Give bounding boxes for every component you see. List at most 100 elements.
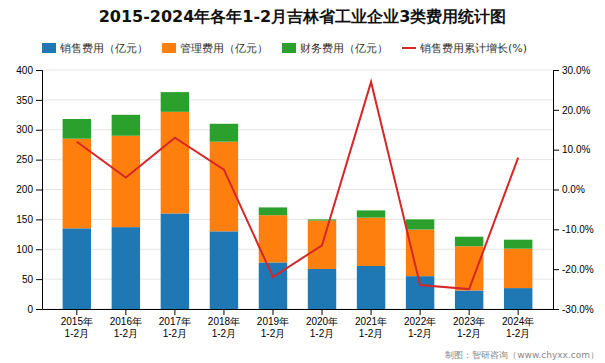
x-tick-mark <box>420 309 421 315</box>
x-tick-mark <box>469 309 470 315</box>
x-tick-mark <box>223 309 224 315</box>
x-tick-mark <box>371 309 372 315</box>
legend-item: 销售费用累计增长(%) <box>402 42 527 55</box>
x-tick: 2019年1-2月 <box>257 309 289 339</box>
bar <box>161 92 189 112</box>
legend-swatch <box>42 43 56 53</box>
y-axis: 050100150200250300350400 <box>16 65 42 315</box>
x-tick-label-line: 1-2月 <box>408 328 432 339</box>
y-tick-mark <box>36 219 42 220</box>
x-tick-label: 2024年1-2月 <box>502 316 534 339</box>
x-tick-mark <box>322 309 323 315</box>
y2-tick-label: 30.0% <box>562 65 590 76</box>
x-axis-line <box>43 309 554 310</box>
y2-tick-mark <box>553 269 559 270</box>
y-tick-label: 150 <box>16 214 33 225</box>
y-tick: 300 <box>16 124 42 135</box>
bar <box>357 266 385 309</box>
legend-label: 销售费用累计增长(%) <box>419 42 527 55</box>
x-tick-label-line: 1-2月 <box>506 328 530 339</box>
y-tick-label: 0 <box>27 304 33 315</box>
y-tick: 150 <box>16 214 42 225</box>
x-tick-label: 2016年1-2月 <box>110 316 142 339</box>
bar <box>504 288 532 309</box>
y2-tick-mark <box>553 150 559 151</box>
x-tick-label: 2018年1-2月 <box>208 316 240 339</box>
bar <box>63 119 91 139</box>
y2-tick: -20.0% <box>553 264 594 275</box>
x-tick-label: 2023年1-2月 <box>453 316 485 339</box>
legend-swatch <box>402 47 416 49</box>
y-tick-label: 100 <box>16 244 33 255</box>
y2-tick: 30.0% <box>553 65 590 76</box>
bar <box>357 210 385 217</box>
x-tick-label: 2021年1-2月 <box>355 316 387 339</box>
y-tick-label: 300 <box>16 124 33 135</box>
x-tick: 2022年1-2月 <box>404 309 436 339</box>
x-tick-label-line: 1-2月 <box>310 328 334 339</box>
x-axis: 2015年1-2月2016年1-2月2017年1-2月2018年1-2月2019… <box>43 309 554 339</box>
grid <box>42 70 553 309</box>
bar <box>455 246 483 290</box>
y-axis-line <box>36 71 43 310</box>
x-tick-mark <box>76 309 77 315</box>
bar <box>259 207 287 215</box>
bar <box>161 213 189 309</box>
legend: 销售费用（亿元） 管理费用（亿元） 财务费用（亿元） 销售费用累计增长(%) <box>42 42 527 55</box>
bar <box>112 227 140 309</box>
x-tick-label: 2019年1-2月 <box>257 316 289 339</box>
y2-tick: -30.0% <box>553 304 594 315</box>
y2-tick-label: -10.0% <box>562 224 594 235</box>
y2-tick-label: -20.0% <box>562 264 594 275</box>
x-tick-label-line: 2023年 <box>453 316 485 327</box>
legend-item: 管理费用（亿元） <box>162 42 268 55</box>
y-tick-mark <box>36 70 42 71</box>
x-tick: 2020年1-2月 <box>306 309 338 339</box>
x-tick-label-line: 2021年 <box>355 316 387 327</box>
y2-tick: 0.0% <box>553 184 585 195</box>
bar <box>455 290 483 309</box>
bar <box>112 115 140 136</box>
y2-axis-line <box>554 71 560 310</box>
chart: 050100150200250300350400-30.0%-20.0%-10.… <box>0 0 605 363</box>
x-tick-label-line: 2015年 <box>61 316 93 327</box>
bar <box>504 249 532 288</box>
x-tick-label-line: 2020年 <box>306 316 338 327</box>
y2-tick-mark <box>553 110 559 111</box>
x-tick-label-line: 2018年 <box>208 316 240 327</box>
x-tick-mark <box>272 309 273 315</box>
x-tick-mark <box>174 309 175 315</box>
y2-tick-mark <box>553 190 559 191</box>
bar <box>210 124 238 142</box>
x-tick-label-line: 1-2月 <box>65 328 89 339</box>
x-tick-label-line: 2024年 <box>502 316 534 327</box>
legend-item: 销售费用（亿元） <box>42 42 148 55</box>
y2-tick-label: 20.0% <box>562 105 590 116</box>
bar <box>210 142 238 232</box>
y2-tick-mark <box>553 70 559 71</box>
y-tick-label: 250 <box>16 154 33 165</box>
y-tick-label: 350 <box>16 95 33 106</box>
y2-tick: 20.0% <box>553 105 590 116</box>
x-tick-label-line: 1-2月 <box>457 328 481 339</box>
x-tick-label-line: 2017年 <box>159 316 191 327</box>
y-tick-mark <box>36 130 42 131</box>
x-tick: 2017年1-2月 <box>159 309 191 339</box>
bar <box>161 112 189 214</box>
bar <box>63 228 91 309</box>
legend-item: 财务费用（亿元） <box>282 42 388 55</box>
bar <box>504 240 532 249</box>
y-tick: 200 <box>16 184 42 195</box>
bar <box>210 231 238 309</box>
x-tick-label-line: 1-2月 <box>359 328 383 339</box>
y-tick-label: 50 <box>22 274 34 285</box>
y-tick: 350 <box>16 95 42 106</box>
bar <box>112 136 140 227</box>
y-tick-label: 200 <box>16 184 33 195</box>
y-tick-mark <box>36 309 42 310</box>
y2-tick-label: -30.0% <box>562 304 594 315</box>
bar-series <box>63 112 533 291</box>
bar <box>63 139 91 229</box>
x-tick: 2024年1-2月 <box>502 309 534 339</box>
x-tick: 2015年1-2月 <box>61 309 93 339</box>
